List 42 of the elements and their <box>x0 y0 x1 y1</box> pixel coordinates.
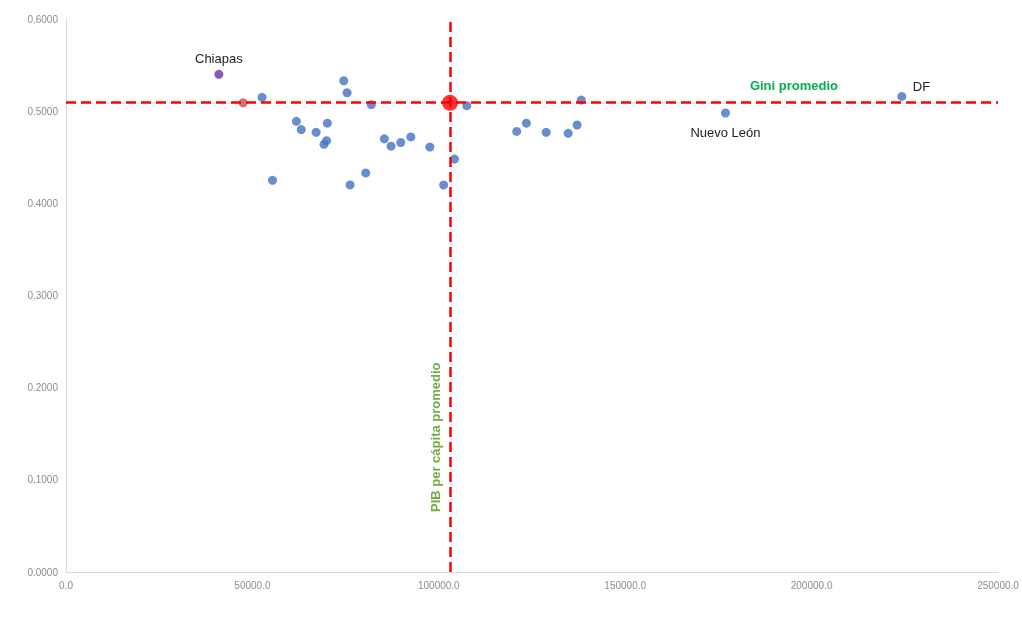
annotation: DF <box>912 78 931 94</box>
x-tick-label: 100000.0 <box>417 579 461 591</box>
point <box>425 142 435 152</box>
annotation: Chiapas <box>195 51 244 67</box>
y-tick-label: 0.6000 <box>27 13 59 25</box>
x-tick-label: 200000.0 <box>790 579 833 591</box>
point <box>572 120 582 130</box>
point <box>296 125 306 135</box>
point <box>311 127 321 137</box>
point <box>720 108 730 118</box>
x-tick-label: 0.0 <box>59 579 74 591</box>
point <box>339 76 349 86</box>
y-tick-label: 0.2000 <box>27 382 59 394</box>
y-tick-label: 0.0000 <box>27 566 59 578</box>
point <box>345 180 355 190</box>
point <box>396 138 406 147</box>
point <box>406 132 416 142</box>
point <box>291 116 301 126</box>
y-tick-label: 0.5000 <box>27 105 59 117</box>
point <box>214 69 224 79</box>
point <box>257 92 267 102</box>
point <box>897 91 907 101</box>
point <box>541 127 551 137</box>
ref-line-label: PIB per cápita promedio <box>427 362 443 512</box>
point <box>386 141 396 151</box>
point <box>342 88 352 98</box>
x-tick-label: 250000.0 <box>977 579 1020 591</box>
point <box>563 128 573 138</box>
point <box>361 168 371 178</box>
point <box>268 175 278 185</box>
point <box>439 180 449 190</box>
y-tick-label: 0.3000 <box>27 290 59 301</box>
ref-line-label: Gini promedio <box>749 77 839 93</box>
x-tick-label: 50000.0 <box>234 579 271 591</box>
point <box>512 126 522 136</box>
annotation: Nuevo León <box>690 125 761 141</box>
y-tick-label: 0.4000 <box>27 197 59 209</box>
x-tick-label: 150000.0 <box>604 579 647 591</box>
point <box>322 118 332 128</box>
point <box>521 118 531 128</box>
y-tick-label: 0.1000 <box>27 474 59 486</box>
point <box>379 134 389 144</box>
